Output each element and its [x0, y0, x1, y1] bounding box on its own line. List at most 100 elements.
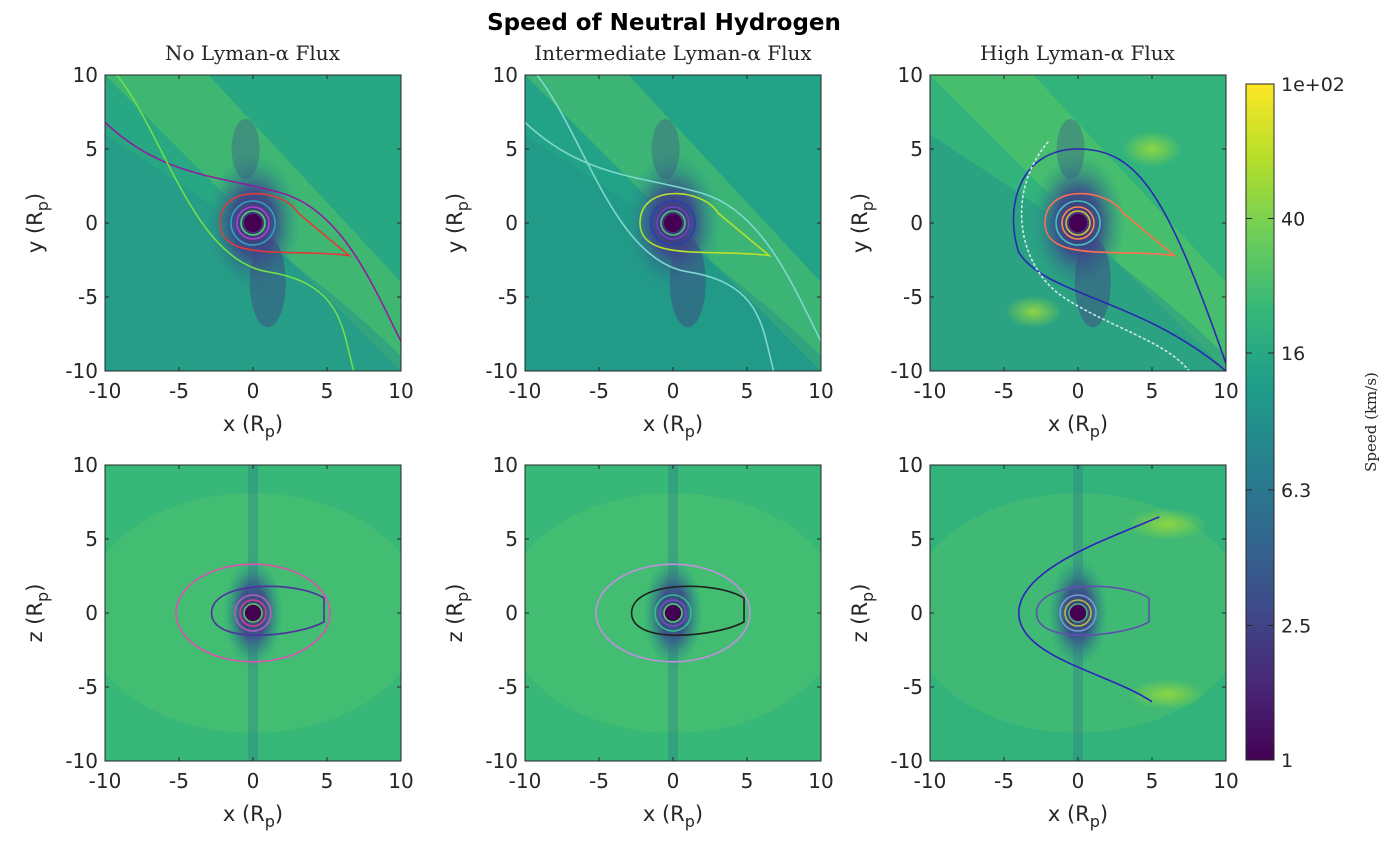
speed-field — [105, 75, 401, 371]
wake-region — [249, 237, 286, 328]
x-tick-label: -10 — [89, 769, 122, 793]
y-tick-label: 10 — [898, 453, 923, 477]
colorbar-tick-label: 16 — [1281, 343, 1305, 365]
y-tick-label: -10 — [485, 749, 518, 773]
contour-line — [116, 75, 355, 371]
panel-xz-none: -10 -5 0 5 10 10 5 0 -5 -10 x (Rp) z (Rp) — [23, 453, 414, 831]
contour-line — [656, 206, 690, 240]
contour-line — [105, 121, 401, 342]
contour-line — [243, 603, 263, 623]
y-tick-label: -5 — [903, 675, 923, 699]
field-region — [1126, 508, 1207, 541]
x-tick-label: 10 — [808, 769, 833, 793]
x-tick-label: 0 — [667, 379, 680, 403]
x-axis-label: x (Rp) — [223, 802, 283, 831]
planet — [244, 604, 262, 622]
x-tick-label: 10 — [1213, 769, 1238, 793]
colorbar-tick-label: 40 — [1281, 209, 1305, 231]
y-tick-label: -10 — [890, 749, 923, 773]
panel-xy-high: High Lyman-α Flux -10 -5 0 5 10 10 5 0 -5 -10 x (R… — [848, 41, 1239, 441]
y-tick-label: 10 — [898, 63, 923, 87]
y-tick-label: -10 — [890, 359, 923, 383]
y-tick-label: 0 — [505, 601, 518, 625]
panel-xz-high: -10 -5 0 5 10 10 5 0 -5 -10 x (Rp) z (Rp) — [848, 453, 1239, 831]
y-tick-label: 0 — [505, 211, 518, 235]
x-tick-label: 10 — [1213, 379, 1238, 403]
contour-line — [230, 200, 276, 246]
contour-line — [236, 206, 270, 240]
contour-line — [210, 585, 325, 636]
x-tick-label: 5 — [321, 379, 334, 403]
y-axis-label: y (Rp) — [443, 193, 472, 253]
panel-title: High Lyman-α Flux — [980, 41, 1176, 65]
x-tick-label: 5 — [1146, 769, 1159, 793]
contour-line — [219, 192, 352, 257]
x-tick-label: 0 — [1072, 379, 1085, 403]
colorbar-tick-label: 2.5 — [1281, 615, 1311, 637]
figure-title: Speed of Neutral Hydrogen — [487, 10, 841, 36]
contour-line — [239, 599, 267, 627]
colorbar-label: Speed (km/s) — [1362, 372, 1380, 472]
x-tick-label: -5 — [169, 379, 189, 403]
colorbar-tick-label: 1 — [1281, 750, 1293, 772]
x-tick-label: 10 — [808, 379, 833, 403]
y-tick-label: 5 — [505, 527, 518, 551]
field-region — [1128, 679, 1205, 710]
y-tick-label: -10 — [65, 749, 98, 773]
panel-xy-mid: Intermediate Lyman-α Flux -10 -5 0 5 10 10 5 0 -… — [443, 41, 834, 441]
x-axis-label: x (Rp) — [223, 412, 283, 441]
speed-field — [930, 465, 1226, 761]
y-tick-label: 0 — [85, 601, 98, 625]
x-tick-label: -5 — [994, 379, 1014, 403]
speed-field — [930, 75, 1226, 371]
field-region — [1122, 131, 1182, 167]
contour-group — [1012, 141, 1226, 371]
y-tick-label: 10 — [73, 453, 98, 477]
y-tick-label: 5 — [85, 527, 98, 551]
y-tick-label: 10 — [493, 453, 518, 477]
y-tick-label: 5 — [910, 527, 923, 551]
contour-line — [536, 75, 775, 371]
y-tick-label: -5 — [498, 285, 518, 309]
planet — [244, 214, 262, 232]
planet — [664, 604, 682, 622]
y-tick-label: -5 — [498, 675, 518, 699]
field-region — [1005, 295, 1062, 328]
contour-line — [654, 594, 692, 632]
contour-line — [1044, 192, 1177, 257]
contour-group — [595, 563, 751, 663]
x-tick-label: -10 — [509, 769, 542, 793]
planet — [1069, 604, 1087, 622]
x-tick-label: 10 — [388, 769, 413, 793]
y-tick-label: 10 — [493, 63, 518, 87]
contour-group — [105, 75, 401, 371]
contour-line — [1055, 200, 1101, 246]
x-axis-label: x (Rp) — [1048, 412, 1108, 441]
x-tick-label: -5 — [994, 769, 1014, 793]
contour-line — [1017, 516, 1160, 703]
wake-region — [669, 237, 706, 328]
contour-group — [525, 75, 821, 371]
y-tick-label: -5 — [78, 285, 98, 309]
x-tick-label: -5 — [589, 379, 609, 403]
y-tick-label: -5 — [78, 675, 98, 699]
colorbar-tick-label: 6.3 — [1281, 480, 1311, 502]
contour-line — [630, 585, 745, 636]
x-tick-label: -10 — [509, 379, 542, 403]
y-axis-label: z (Rp) — [443, 584, 472, 643]
x-tick-label: 5 — [1146, 379, 1159, 403]
contour-line — [1035, 585, 1150, 636]
contour-line — [639, 192, 772, 257]
colorbar-tick-label: 1e+02 — [1281, 74, 1345, 96]
contour-line — [525, 121, 821, 342]
x-axis-label: x (Rp) — [1048, 802, 1108, 831]
x-tick-label: -5 — [589, 769, 609, 793]
y-tick-label: -10 — [65, 359, 98, 383]
panel-title: Intermediate Lyman-α Flux — [534, 41, 812, 65]
contour-line — [1065, 210, 1091, 236]
contour-line — [660, 210, 686, 236]
x-tick-label: 0 — [247, 379, 260, 403]
x-tick-label: -10 — [914, 769, 947, 793]
speed-field — [525, 465, 821, 761]
